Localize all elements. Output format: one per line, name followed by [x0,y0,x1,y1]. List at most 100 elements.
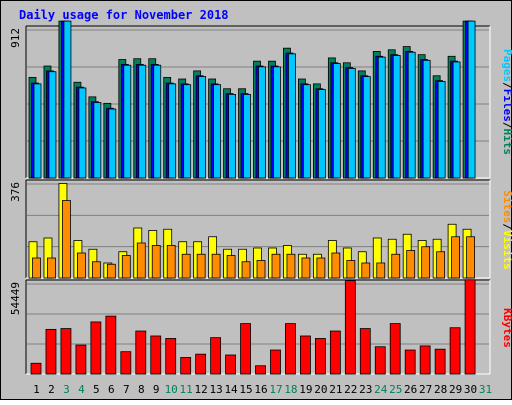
top-bar-pages [288,53,296,179]
middle-bar-sites [121,255,131,279]
bottom-bar-kbytes [225,354,236,375]
top-bar-pages [452,61,461,179]
bottom-bar-kbytes [404,349,416,375]
middle-bar-sites [376,262,386,279]
x-tick-label: 4 [78,383,85,396]
x-tick-label: 13 [209,383,222,396]
bottom-bar-kbytes [90,321,102,375]
x-tick-label: 5 [93,383,100,396]
top-bar-pages [168,83,177,179]
bottom-bar-kbytes [30,362,42,375]
middle-bar-sites [256,260,266,279]
x-tick-label: 2 [48,383,55,396]
x-tick-label: 25 [389,383,402,396]
x-tick-label: 21 [329,383,342,396]
bottom-bar-kbytes [60,328,72,375]
x-tick-label: 11 [180,383,193,396]
middle-bar-sites [286,253,296,279]
middle-bar-sites [151,245,161,279]
top-bar-pages [347,68,356,179]
bottom-bar-kbytes [389,323,401,375]
x-tick-label: 22 [344,383,357,396]
middle-bar-sites [32,257,41,279]
bottom-bar-kbytes [210,337,222,375]
bottom-bar-kbytes [120,351,132,375]
middle-bar-sites [211,253,221,279]
x-tick-label: 7 [123,383,130,396]
legend-part: Visits [501,230,512,270]
legend-part: Pages [501,49,512,82]
top-bar-pages [93,102,102,179]
x-tick-label: 30 [464,383,477,396]
top-bar-pages [213,84,222,179]
bottom-bar-kbytes [434,348,446,375]
bottom-bar-kbytes [105,315,117,375]
middle-max-label: 376 [9,182,22,202]
middle-bar-sites [271,253,281,279]
bottom-bar-kbytes [464,279,476,375]
top-bar-pages [377,56,386,179]
middle-bar-sites [451,236,460,279]
legend-part: Sites [501,190,512,223]
top-bar-pages [123,64,132,179]
bottom-bar-kbytes [300,335,311,375]
x-tick-label: 15 [239,383,252,396]
middle-bar-sites [106,263,116,279]
x-tick-label: 14 [224,383,238,396]
x-tick-label: 26 [404,383,417,396]
x-tick-label: 3 [63,383,70,396]
bottom-bar-kbytes [270,349,281,375]
bottom-series-legend: KBytes [501,308,512,348]
bottom-max-label: 54449 [9,282,22,315]
top-bar-pages [183,84,192,179]
x-tick-label: 18 [284,383,297,396]
middle-bar-sites [391,253,401,279]
middle-bar-sites [436,251,446,279]
middle-bar-sites [406,250,416,279]
top-bar-pages [303,84,311,179]
top-bar-pages [63,20,72,179]
top-bar-pages [467,20,476,179]
chart-title: Daily usage for November 2018 [19,8,229,22]
top-bar-pages [332,63,341,179]
legend-part: Hits [501,129,512,156]
bottom-bar-kbytes [329,330,341,375]
x-tick-label: 9 [153,383,160,396]
legend-part: / [501,223,512,230]
bottom-bar-kbytes [75,344,87,375]
top-bar-pages [108,108,117,179]
middle-bar-sites [196,253,206,279]
x-tick-label: 31 [479,383,492,396]
middle-bar-sites [346,260,356,279]
legend-part: KBytes [501,308,512,348]
x-tick-label: 8 [138,383,145,396]
middle-bar-sites [166,245,176,279]
top-bar-pages [138,64,147,179]
plot-layer: 912Pages/Files/Hits376Sites/Visits54449K… [9,20,512,396]
bottom-bar-kbytes [359,328,371,375]
bottom-bar-kbytes [285,323,296,375]
bottom-bar-kbytes [314,338,326,375]
bottom-bar-kbytes [180,357,192,375]
top-bar-pages [437,81,446,179]
x-tick-label: 6 [108,383,115,396]
middle-bar-sites [331,252,341,279]
bottom-bar-kbytes [150,335,162,375]
top-bar-pages [33,83,42,179]
legend-part: / [501,122,512,129]
x-tick-label: 28 [434,383,447,396]
x-tick-label: 24 [374,383,388,396]
x-tick-label: 16 [254,383,267,396]
top-bar-pages [258,66,266,179]
top-series-legend: Pages/Files/Hits [501,49,512,155]
top-bar-pages [392,55,401,179]
top-bar-pages [273,66,281,179]
bottom-bar-kbytes [255,365,266,375]
top-bar-pages [422,59,431,179]
middle-bar-sites [136,242,146,279]
bottom-bar-kbytes [419,345,431,375]
middle-bar-sites [361,262,371,279]
middle-bar-sites [241,261,251,279]
x-tick-label: 17 [269,383,282,396]
